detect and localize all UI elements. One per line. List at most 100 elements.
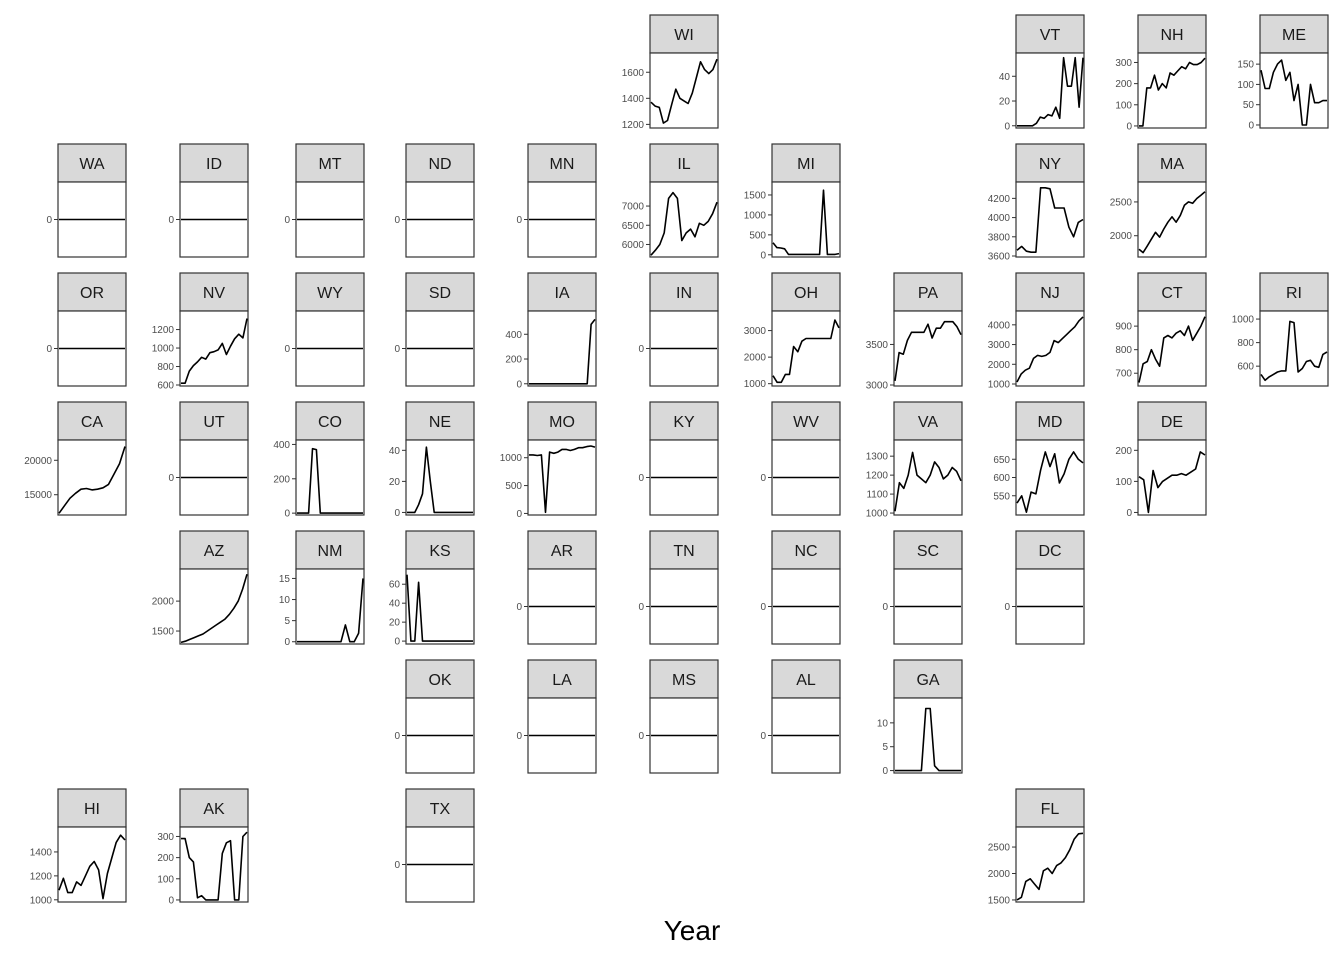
panel-label: NM bbox=[318, 543, 343, 560]
panel-plot-area bbox=[295, 568, 365, 645]
panel-ar: AR 0 bbox=[516, 530, 597, 645]
panel-label: LA bbox=[552, 672, 572, 689]
panel-label: KS bbox=[429, 543, 450, 560]
y-tick-label: 0 bbox=[284, 637, 290, 648]
panel-plot-area bbox=[405, 568, 475, 645]
y-tick-label: 0 bbox=[168, 895, 174, 906]
panel-label: AK bbox=[203, 801, 225, 818]
y-tick-label: 300 bbox=[157, 832, 174, 843]
series-line-mo bbox=[529, 445, 596, 514]
y-tick-label: 40 bbox=[389, 599, 401, 610]
panel-label: OK bbox=[428, 672, 451, 689]
y-tick-label: 2500 bbox=[1110, 197, 1133, 208]
panel-strip bbox=[771, 272, 841, 312]
y-tick-label: 100 bbox=[157, 874, 174, 885]
y-tick-label: 0 bbox=[284, 344, 290, 355]
y-tick-label: 1000 bbox=[152, 344, 175, 355]
panel-strip bbox=[405, 788, 475, 828]
y-tick-label: 6000 bbox=[622, 240, 645, 251]
panel-strip bbox=[295, 272, 365, 312]
y-tick-label: 40 bbox=[999, 72, 1011, 83]
y-tick-label: 0 bbox=[516, 509, 522, 520]
y-tick-label: 1500 bbox=[744, 190, 767, 201]
y-tick-label: 1300 bbox=[866, 452, 889, 463]
panel-strip bbox=[527, 272, 597, 312]
y-tick-label: 0 bbox=[760, 731, 766, 742]
panel-wi: WI 1200 1400 1600 bbox=[622, 14, 719, 131]
panel-plot-area bbox=[1259, 52, 1329, 129]
y-tick-label: 600 bbox=[1237, 362, 1254, 373]
panel-strip bbox=[1137, 272, 1207, 312]
panel-mi: MI 0 500 1000 1500 bbox=[744, 143, 841, 261]
panel-co: CO 0 200 400 bbox=[273, 401, 365, 520]
series-line-vt bbox=[1017, 56, 1084, 127]
y-tick-label: 500 bbox=[749, 230, 766, 241]
y-tick-label: 0 bbox=[638, 731, 644, 742]
panel-strip bbox=[179, 401, 249, 441]
panel-strip bbox=[179, 788, 249, 828]
y-tick-label: 1000 bbox=[30, 895, 53, 906]
y-tick-label: 0 bbox=[1248, 120, 1254, 131]
panel-label: OH bbox=[794, 285, 818, 302]
panel-tx: TX 0 bbox=[394, 788, 475, 903]
y-tick-label: 3000 bbox=[744, 326, 767, 337]
panel-ri: RI 600 800 1000 bbox=[1232, 272, 1329, 387]
panel-plot-area bbox=[1137, 181, 1207, 258]
series-line-pa bbox=[894, 320, 962, 382]
panel-strip bbox=[771, 530, 841, 570]
panel-plot-area bbox=[1015, 310, 1085, 387]
y-tick-label: 3500 bbox=[866, 340, 889, 351]
series-line-ny bbox=[1016, 187, 1084, 253]
y-tick-label: 0 bbox=[168, 473, 174, 484]
series-line-nm bbox=[297, 578, 364, 643]
panel-vt: VT 0 20 40 bbox=[999, 14, 1085, 132]
y-tick-label: 1000 bbox=[744, 379, 767, 390]
series-line-co bbox=[297, 447, 363, 514]
y-tick-label: 1200 bbox=[866, 471, 889, 482]
y-tick-label: 2000 bbox=[988, 869, 1011, 880]
y-tick-label: 200 bbox=[1115, 446, 1132, 457]
y-tick-label: 1400 bbox=[30, 847, 53, 858]
y-tick-label: 2000 bbox=[152, 597, 175, 608]
panel-strip bbox=[527, 659, 597, 699]
panel-label: NY bbox=[1039, 156, 1062, 173]
panel-label: WI bbox=[674, 27, 694, 44]
panel-pa: PA 3000 3500 bbox=[866, 272, 963, 392]
panel-label: ND bbox=[428, 156, 451, 173]
panel-label: MO bbox=[549, 414, 575, 431]
series-line-oh bbox=[772, 319, 840, 384]
y-tick-label: 900 bbox=[1115, 322, 1132, 333]
panel-md: MD 550 600 650 bbox=[993, 401, 1085, 516]
panel-nv: NV 600 800 1000 1200 bbox=[152, 272, 249, 392]
panel-label: UT bbox=[203, 414, 225, 431]
y-tick-label: 600 bbox=[993, 473, 1010, 484]
series-line-de bbox=[1138, 451, 1206, 514]
series-line-nv bbox=[181, 318, 248, 385]
panel-label: AZ bbox=[204, 543, 225, 560]
y-tick-label: 1000 bbox=[744, 210, 767, 221]
y-tick-label: 0 bbox=[1126, 121, 1132, 132]
y-tick-label: 20 bbox=[389, 477, 401, 488]
panel-la: LA 0 bbox=[516, 659, 597, 774]
series-line-ia bbox=[529, 318, 596, 385]
y-tick-label: 0 bbox=[516, 731, 522, 742]
y-tick-label: 4000 bbox=[988, 320, 1011, 331]
panel-strip bbox=[405, 401, 475, 441]
panel-plot-area bbox=[771, 181, 841, 258]
y-tick-label: 500 bbox=[505, 481, 522, 492]
series-line-ma bbox=[1138, 191, 1206, 254]
y-tick-label: 1600 bbox=[622, 68, 645, 79]
panel-label: IL bbox=[677, 156, 690, 173]
y-tick-label: 1000 bbox=[866, 509, 889, 520]
panel-wv: WV 0 bbox=[760, 401, 841, 516]
panel-strip bbox=[57, 143, 127, 183]
y-tick-label: 5 bbox=[882, 742, 888, 753]
panel-strip bbox=[179, 272, 249, 312]
series-line-hi bbox=[58, 834, 126, 900]
y-tick-label: 7000 bbox=[622, 202, 645, 213]
panel-strip bbox=[1015, 530, 1085, 570]
panel-strip bbox=[179, 143, 249, 183]
panel-label: OR bbox=[80, 285, 104, 302]
panel-plot-area bbox=[57, 439, 127, 516]
y-tick-label: 0 bbox=[168, 215, 174, 226]
